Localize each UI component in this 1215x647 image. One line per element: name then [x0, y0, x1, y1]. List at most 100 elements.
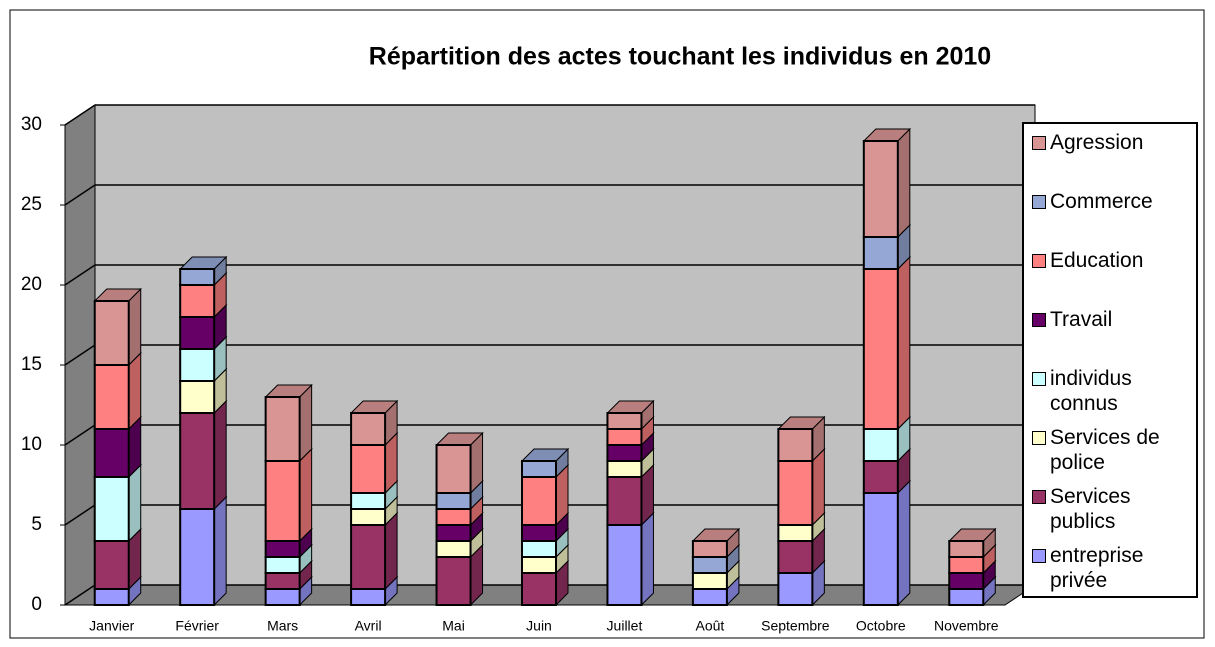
bar-segment: [862, 140, 899, 238]
bar-segment: [264, 396, 301, 462]
bar-side: [299, 447, 313, 543]
bar-segment: [862, 428, 899, 462]
grid-line: [64, 424, 96, 446]
x-tick-label: Mars: [267, 618, 298, 634]
legend-label: Services de police: [1050, 426, 1160, 474]
bar-segment: [948, 540, 985, 558]
y-tick-label: 15: [21, 354, 42, 375]
x-tick-label: Avril: [355, 618, 382, 634]
bar-segment: [948, 556, 985, 574]
bar-segment: [179, 508, 216, 606]
legend-label: Agression: [1050, 131, 1144, 154]
bar-segment: [435, 524, 472, 542]
bar-side: [128, 351, 142, 431]
bar-side: [897, 255, 911, 431]
bar-side: [640, 511, 654, 607]
legend: Agression Commerce Education Travail individ…: [1022, 122, 1198, 598]
legend-swatch: [1032, 490, 1046, 504]
bar-segment: [862, 460, 899, 494]
bar-segment: [691, 588, 728, 606]
legend-item: entreprise privée: [1032, 543, 1196, 593]
grid-line: [64, 504, 96, 526]
x-tick-label: Février: [175, 618, 219, 634]
bar-segment: [264, 572, 301, 590]
legend-label: Travail: [1050, 308, 1113, 331]
bar-segment: [862, 492, 899, 606]
bar-segment: [435, 556, 472, 606]
bar-segment: [350, 444, 387, 494]
bar-segment: [777, 524, 814, 542]
bar-segment: [606, 444, 643, 462]
legend-item: Commerce: [1032, 189, 1196, 214]
bar-segment: [777, 572, 814, 606]
legend-item: Agression: [1032, 130, 1196, 155]
bar-segment: [350, 412, 387, 446]
bar-segment: [777, 460, 814, 526]
grid-line: [64, 584, 96, 606]
bar-segment: [691, 540, 728, 558]
bar-segment: [264, 556, 301, 574]
legend-label: Services publics: [1050, 485, 1131, 533]
legend-swatch: [1032, 313, 1046, 327]
x-tick-label: Mai: [442, 618, 465, 634]
bar-segment: [93, 364, 130, 430]
bar-segment: [777, 540, 814, 574]
bar-side: [897, 479, 911, 607]
y-tick-label: 0: [31, 594, 42, 615]
bar-segment: [179, 412, 216, 510]
legend-label: individus connus: [1050, 367, 1132, 415]
x-tick-label: Septembre: [761, 618, 830, 634]
legend-label: Education: [1050, 249, 1144, 272]
bar-segment: [606, 476, 643, 526]
bar-segment: [606, 460, 643, 478]
grid-line: [64, 344, 96, 366]
x-tick-label: Octobre: [856, 618, 906, 634]
chart-title: Répartition des actes touchant les indiv…: [369, 43, 991, 71]
legend-item: Travail: [1032, 307, 1196, 332]
bar-segment: [179, 284, 216, 318]
bar-side: [384, 511, 398, 591]
bar-segment: [93, 588, 130, 606]
bar-segment: [93, 540, 130, 590]
x-tick-label: Août: [696, 618, 725, 634]
bar-segment: [435, 492, 472, 510]
bar-segment: [179, 316, 216, 350]
x-tick-label: Juin: [526, 618, 552, 634]
legend-swatch: [1032, 372, 1046, 386]
bar-segment: [350, 524, 387, 590]
bar-segment: [691, 572, 728, 590]
legend-label: Commerce: [1050, 190, 1153, 213]
bar-segment: [264, 540, 301, 558]
x-tick-label: Janvier: [89, 618, 134, 634]
bar-segment: [93, 428, 130, 478]
legend-item: Services publics: [1032, 484, 1196, 534]
bar-segment: [435, 444, 472, 494]
bar-segment: [521, 540, 557, 558]
x-tick-label: Novembre: [934, 618, 999, 634]
bar-segment: [179, 380, 216, 414]
bar-segment: [606, 428, 643, 446]
y-tick-label: 30: [21, 114, 42, 135]
bar-segment: [606, 524, 643, 606]
bar-segment: [521, 460, 557, 478]
bar-segment: [521, 572, 557, 606]
bar-segment: [179, 348, 216, 382]
bar-segment: [606, 412, 643, 430]
bar-side: [213, 495, 227, 607]
bar-segment: [521, 556, 557, 574]
bar-segment: [93, 476, 130, 542]
frame: [9, 9, 1205, 639]
legend-item: Services de police: [1032, 425, 1196, 475]
bar-segment: [948, 572, 985, 590]
legend-swatch: [1032, 195, 1046, 209]
bar-segment: [691, 556, 728, 574]
grid-line: [64, 184, 96, 206]
bar-segment: [93, 300, 130, 366]
x-tick-label: Juillet: [607, 618, 643, 634]
bar-segment: [862, 268, 899, 430]
bar-segment: [350, 588, 387, 606]
legend-swatch: [1032, 254, 1046, 268]
legend-swatch: [1032, 136, 1046, 150]
